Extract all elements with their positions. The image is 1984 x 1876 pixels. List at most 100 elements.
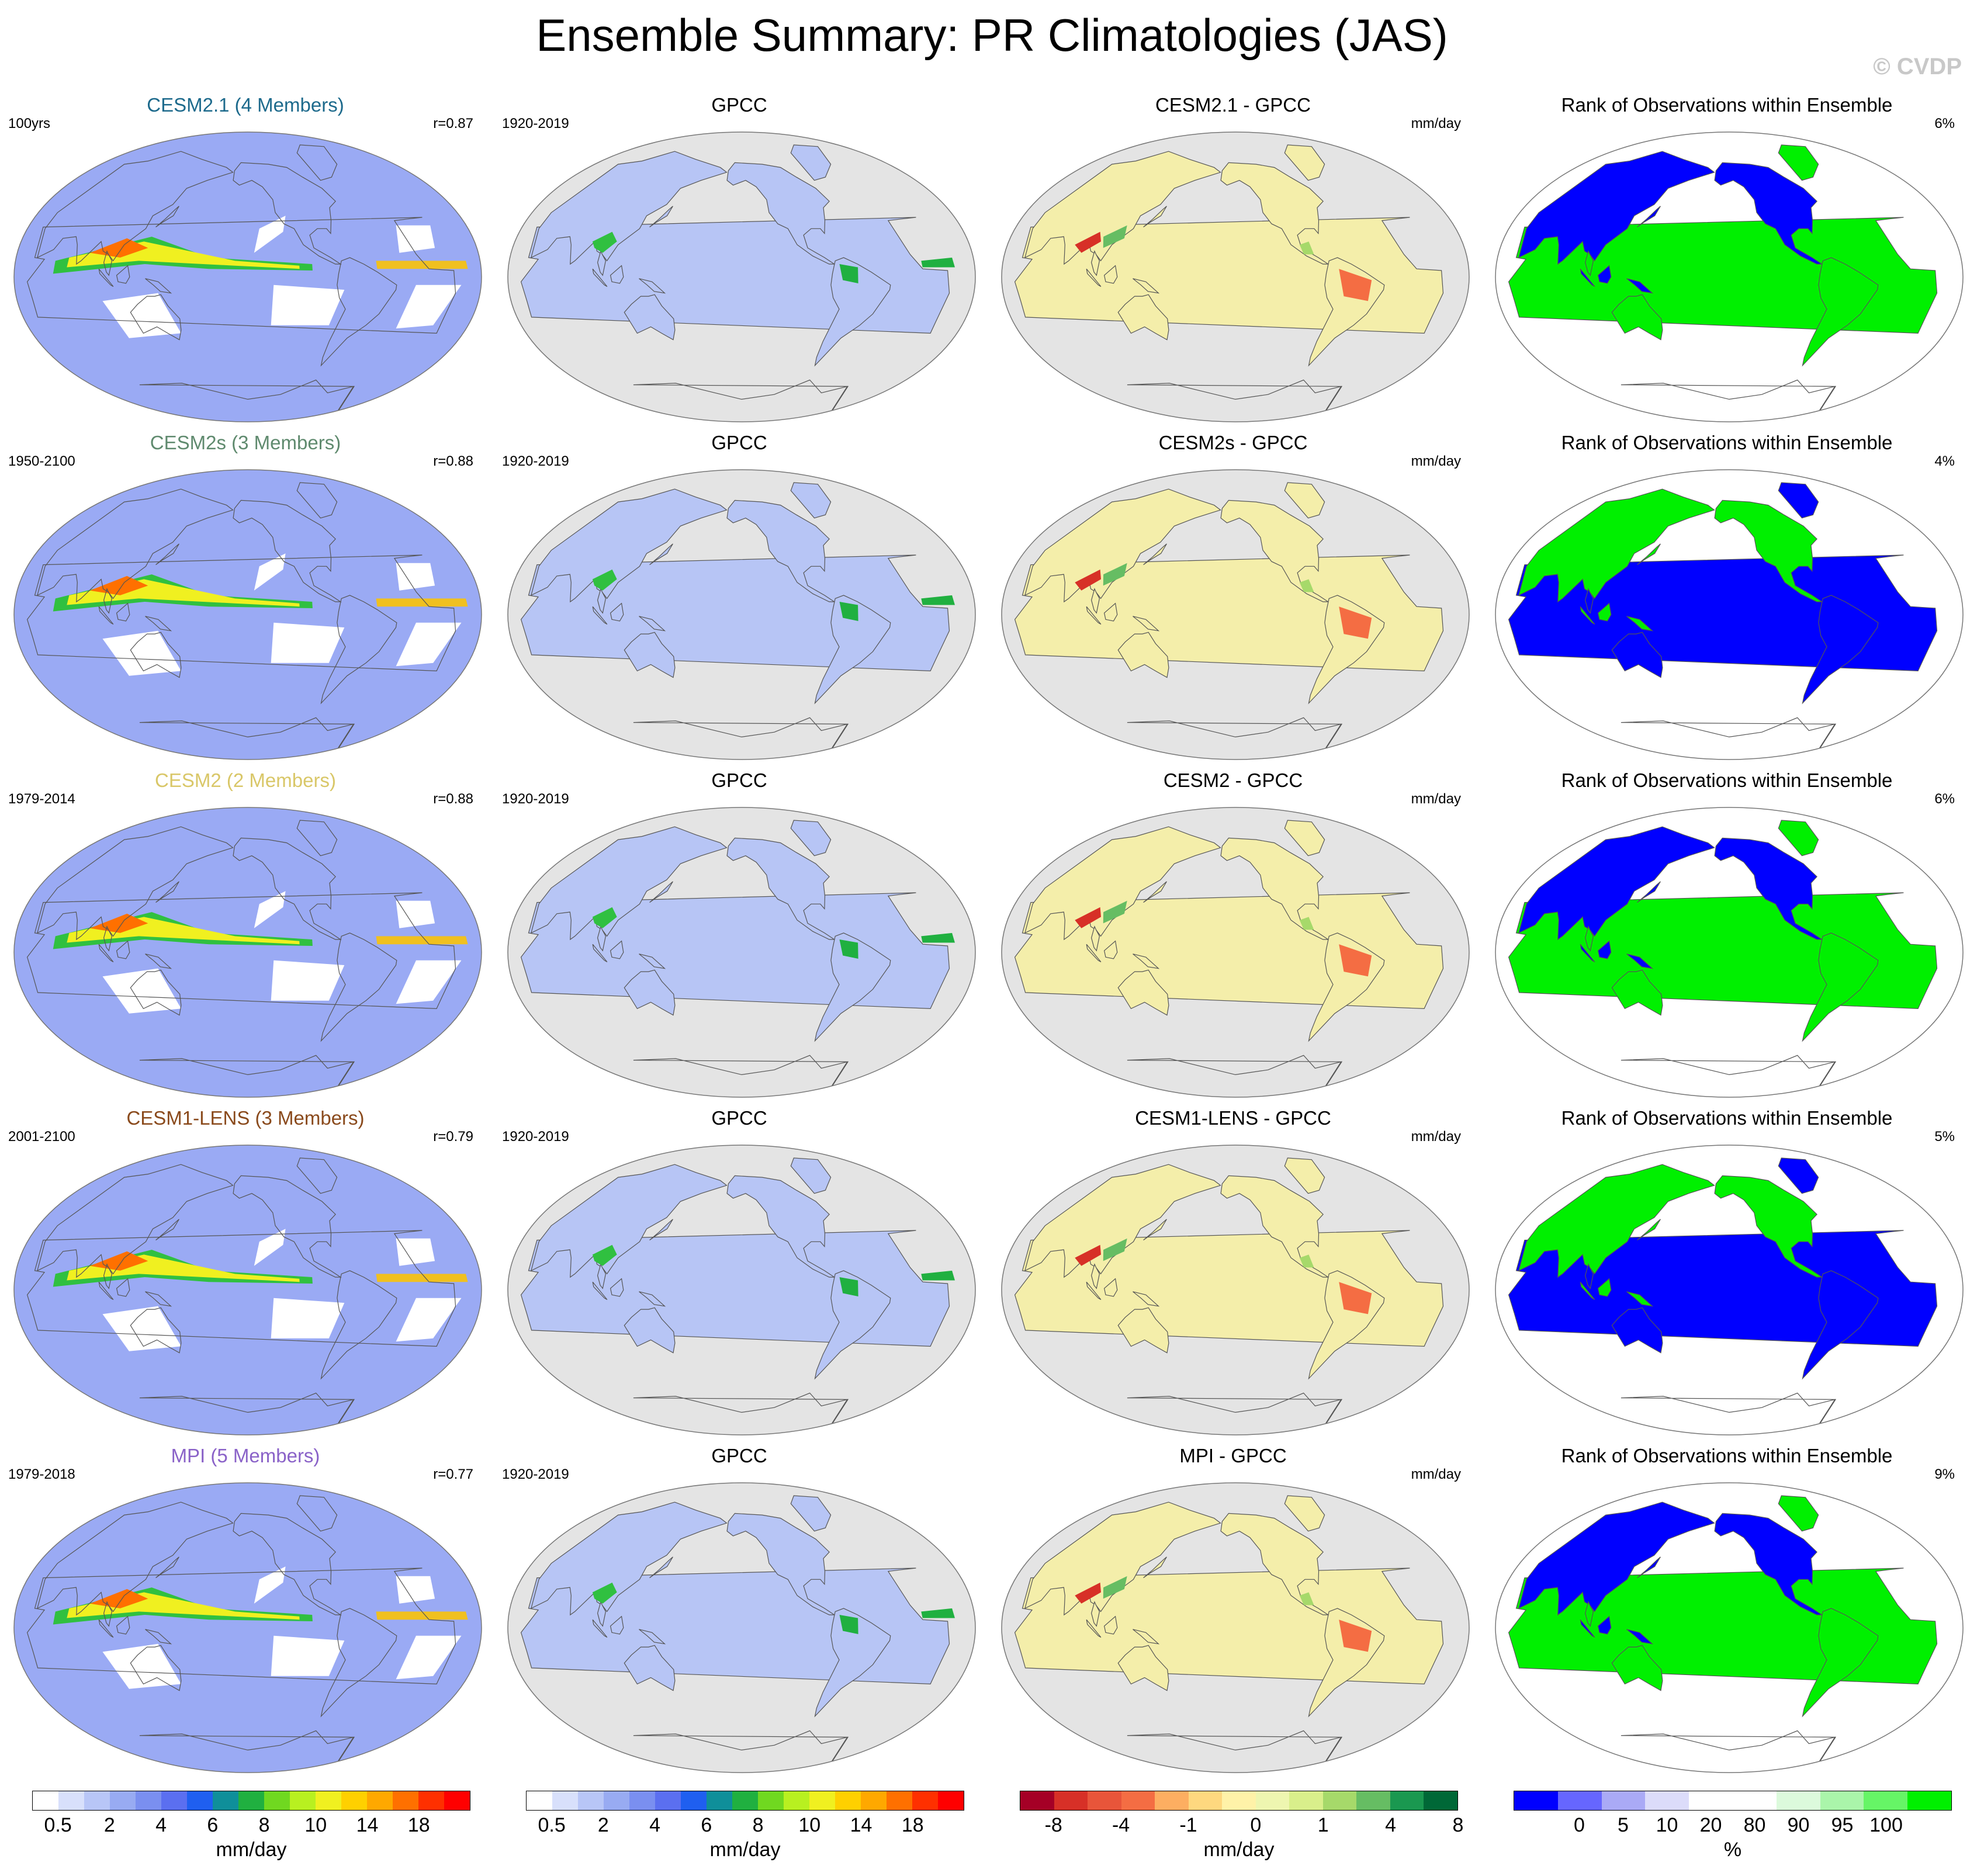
- sumatra-outline: [1580, 268, 1595, 287]
- diff-corner-label: mm/day: [1411, 116, 1461, 131]
- colorbar-tick-label: -1: [1179, 1814, 1197, 1836]
- diff-mexico-wet-bias: [1299, 579, 1314, 592]
- model-dry-zone: [396, 900, 435, 928]
- newguinea-outline: [1133, 278, 1160, 294]
- newguinea-outline: [1133, 953, 1160, 969]
- diff-corner-label: mm/day: [1411, 1466, 1461, 1482]
- model-period-label: 100yrs: [8, 116, 51, 131]
- colorbar-swatch: [527, 1791, 552, 1810]
- sumatra-outline: [1580, 1281, 1595, 1301]
- diff-map: [1001, 131, 1470, 422]
- indochina-outline: [1584, 1601, 1594, 1627]
- panel-obs-3: GPCC 1920-2019: [494, 769, 985, 1107]
- rank-panel-title: Rank of Observations within Ensemble: [1561, 94, 1893, 116]
- newguinea-outline: [1626, 278, 1654, 294]
- japan-outline: [1637, 1556, 1661, 1579]
- colorbar-tick-label: 10: [1656, 1814, 1678, 1836]
- colorbar-swatch: [1645, 1791, 1689, 1810]
- colorbar-swatch: [1020, 1791, 1054, 1810]
- colorbar-swatch: [629, 1791, 655, 1810]
- diff-india-dry-bias: [1075, 569, 1101, 591]
- namerica-outline: [1714, 837, 1823, 940]
- colorbar-unit-label: mm/day: [709, 1839, 781, 1861]
- colorbar-tick-label: 8: [1452, 1814, 1464, 1836]
- antarctica-outline: [139, 379, 355, 422]
- model-dry-zone: [102, 1306, 181, 1351]
- colorbar-tick-label: 90: [1787, 1814, 1810, 1836]
- model-dry-zone: [396, 563, 435, 591]
- namerica-outline: [1714, 500, 1823, 602]
- model-panel-title: CESM1-LENS (3 Members): [126, 1107, 365, 1129]
- model-monsoon-max: [89, 575, 148, 595]
- model-dry-zone: [254, 553, 286, 591]
- greenland-outline: [1778, 1495, 1819, 1532]
- colorbar-swatch: [187, 1791, 213, 1810]
- africa-outline: [26, 554, 456, 672]
- namerica-outline: [726, 837, 836, 940]
- obs-map: [507, 1482, 976, 1773]
- map-border: [13, 1145, 482, 1435]
- greenland-outline: [1284, 1495, 1325, 1532]
- antarctica-outline: [633, 717, 849, 760]
- model-monsoon-max: [89, 913, 148, 933]
- namerica-outline: [726, 1513, 836, 1615]
- obs-amazon-max: [839, 1277, 858, 1296]
- colorbar-swatches: [1020, 1791, 1458, 1811]
- greenland-outline: [296, 1495, 338, 1532]
- sumatra-outline: [1086, 268, 1102, 287]
- map-border: [507, 1145, 976, 1435]
- eurasia-outline: [1024, 488, 1221, 603]
- colorbar-swatch: [1121, 1791, 1155, 1810]
- map-border: [1495, 469, 1964, 760]
- antarctica-outline: [633, 1392, 849, 1435]
- japan-outline: [1143, 206, 1167, 228]
- model-map: [13, 807, 482, 1098]
- colorbar-swatch: [1689, 1791, 1733, 1810]
- diff-india-dry-bias: [1075, 1582, 1101, 1604]
- sumatra-outline: [1086, 944, 1102, 963]
- colorbar-swatch: [552, 1791, 578, 1810]
- diff-panel-title: CESM2s - GPCC: [1158, 432, 1308, 453]
- colorbar-tick-label: 18: [407, 1814, 430, 1836]
- obs-west-africa-max: [921, 1608, 955, 1618]
- eurasia-outline: [36, 151, 234, 265]
- antarctica-outline: [1127, 1730, 1343, 1773]
- colorbar-swatch: [213, 1791, 238, 1810]
- japan-outline: [649, 206, 673, 228]
- colorbar-swatches: [526, 1791, 964, 1811]
- model-ocean-background: [14, 1145, 482, 1435]
- colorbar-swatch: [758, 1791, 784, 1810]
- eurasia-outline: [1024, 151, 1221, 265]
- diff-map: [1001, 1145, 1470, 1435]
- colorbar-swatch: [1907, 1791, 1951, 1810]
- colorbar-tick-label: 5: [1618, 1814, 1629, 1836]
- borneo-outline: [116, 1615, 130, 1635]
- model-period-label: 1950-2100: [8, 453, 75, 469]
- obs-map: [507, 1145, 976, 1435]
- samerica-outline: [814, 932, 891, 1042]
- colorbar-swatch: [1155, 1791, 1189, 1810]
- panel-rank-3: Rank of Observations within Ensemble 6%: [1481, 769, 1972, 1107]
- newguinea-outline: [1626, 1291, 1654, 1307]
- sumatra-outline: [98, 606, 114, 625]
- colorbar-tick-label: 95: [1831, 1814, 1854, 1836]
- newguinea-outline: [1626, 616, 1654, 632]
- panel-model-3: CESM2 (2 Members) 1979-2014 r=0.88: [0, 769, 491, 1107]
- newguinea-outline: [639, 616, 666, 632]
- indochina-outline: [1584, 588, 1594, 614]
- namerica-outline: [233, 837, 342, 940]
- map-border: [1495, 1145, 1964, 1435]
- greenland-outline: [296, 820, 338, 856]
- colorbar-swatches: [1514, 1791, 1952, 1811]
- newguinea-outline: [639, 1291, 666, 1307]
- greenland-outline: [790, 820, 832, 856]
- model-atlantic-itcz: [376, 1611, 468, 1620]
- rank-corner-label: 6%: [1934, 116, 1955, 131]
- namerica-outline: [233, 1513, 342, 1615]
- figure-title: Ensemble Summary: PR Climatologies (JAS): [536, 9, 1448, 61]
- eurasia-outline: [530, 151, 728, 265]
- colorbar-swatch: [1255, 1791, 1290, 1810]
- colorbar-swatch: [887, 1791, 912, 1810]
- colorbar-swatch: [136, 1791, 161, 1810]
- sumatra-outline: [1086, 606, 1102, 625]
